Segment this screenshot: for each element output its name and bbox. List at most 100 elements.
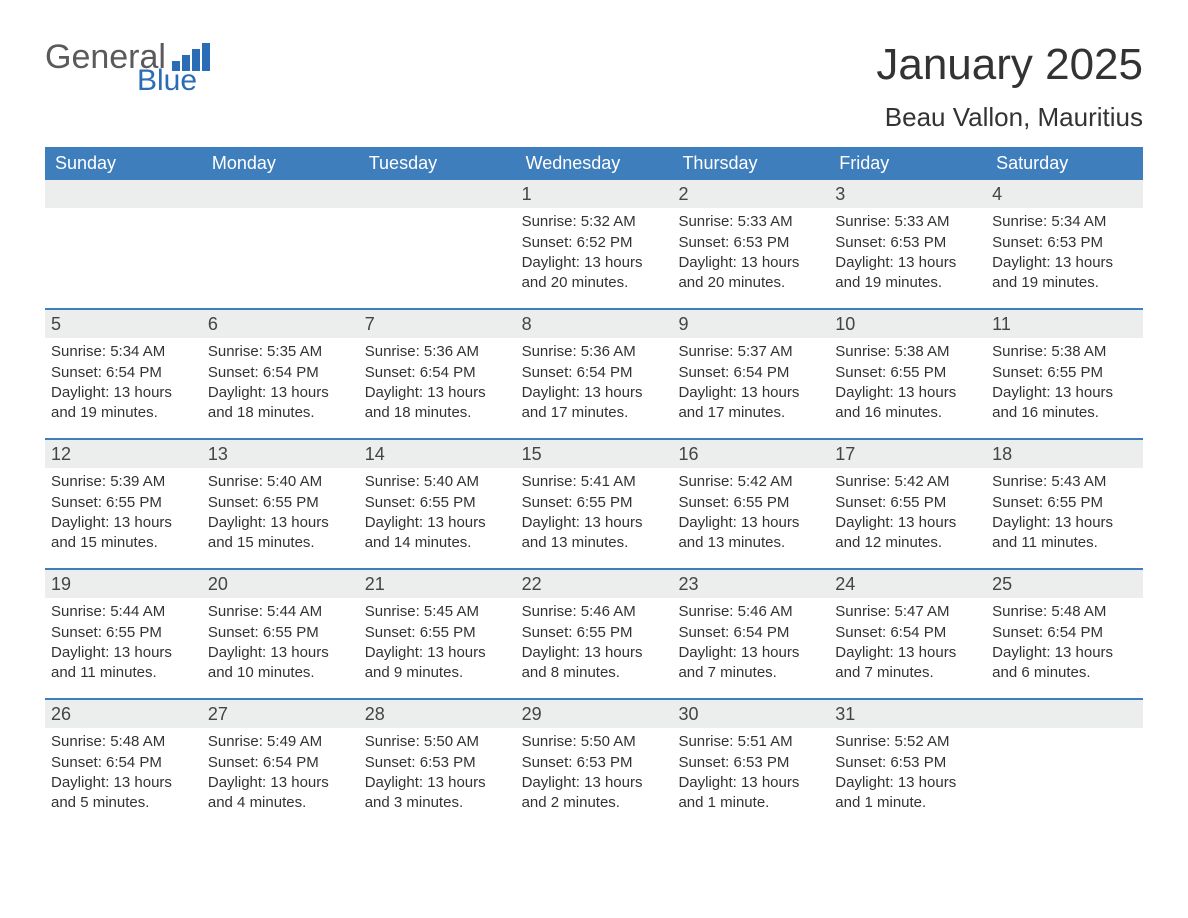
day-number: 26	[45, 700, 202, 728]
sunrise-text: Sunrise: 5:42 AM	[835, 472, 980, 492]
day-number	[45, 180, 202, 208]
daylight-text: Daylight: 13 hours and 8 minutes.	[522, 643, 667, 684]
cell-body: Sunrise: 5:44 AMSunset: 6:55 PMDaylight:…	[45, 598, 202, 693]
sunrise-text: Sunrise: 5:36 AM	[522, 342, 667, 362]
sunset-text: Sunset: 6:55 PM	[51, 623, 196, 643]
cell-body: Sunrise: 5:46 AMSunset: 6:54 PMDaylight:…	[672, 598, 829, 693]
sunset-text: Sunset: 6:53 PM	[522, 753, 667, 773]
day-header: Thursday	[672, 147, 829, 180]
calendar-cell: 4Sunrise: 5:34 AMSunset: 6:53 PMDaylight…	[986, 180, 1143, 308]
day-number	[359, 180, 516, 208]
calendar-cell: 14Sunrise: 5:40 AMSunset: 6:55 PMDayligh…	[359, 440, 516, 568]
calendar-cell: 24Sunrise: 5:47 AMSunset: 6:54 PMDayligh…	[829, 570, 986, 698]
cell-body: Sunrise: 5:33 AMSunset: 6:53 PMDaylight:…	[829, 208, 986, 303]
sunset-text: Sunset: 6:54 PM	[522, 363, 667, 383]
sunrise-text: Sunrise: 5:40 AM	[208, 472, 353, 492]
sunrise-text: Sunrise: 5:38 AM	[992, 342, 1137, 362]
daylight-text: Daylight: 13 hours and 19 minutes.	[992, 253, 1137, 294]
day-number: 3	[829, 180, 986, 208]
weeks-container: 1Sunrise: 5:32 AMSunset: 6:52 PMDaylight…	[45, 180, 1143, 828]
cell-body: Sunrise: 5:34 AMSunset: 6:54 PMDaylight:…	[45, 338, 202, 433]
cell-body: Sunrise: 5:32 AMSunset: 6:52 PMDaylight:…	[516, 208, 673, 303]
calendar-cell: 19Sunrise: 5:44 AMSunset: 6:55 PMDayligh…	[45, 570, 202, 698]
day-number: 11	[986, 310, 1143, 338]
cell-body: Sunrise: 5:35 AMSunset: 6:54 PMDaylight:…	[202, 338, 359, 433]
cell-body: Sunrise: 5:48 AMSunset: 6:54 PMDaylight:…	[986, 598, 1143, 693]
cell-body: Sunrise: 5:50 AMSunset: 6:53 PMDaylight:…	[516, 728, 673, 823]
daylight-text: Daylight: 13 hours and 7 minutes.	[835, 643, 980, 684]
calendar-cell: 8Sunrise: 5:36 AMSunset: 6:54 PMDaylight…	[516, 310, 673, 438]
header: General Blue January 2025	[45, 40, 1143, 96]
day-number	[986, 700, 1143, 728]
daylight-text: Daylight: 13 hours and 20 minutes.	[522, 253, 667, 294]
daylight-text: Daylight: 13 hours and 1 minute.	[835, 773, 980, 814]
cell-body: Sunrise: 5:40 AMSunset: 6:55 PMDaylight:…	[202, 468, 359, 563]
calendar-cell: 12Sunrise: 5:39 AMSunset: 6:55 PMDayligh…	[45, 440, 202, 568]
daylight-text: Daylight: 13 hours and 5 minutes.	[51, 773, 196, 814]
daylight-text: Daylight: 13 hours and 16 minutes.	[835, 383, 980, 424]
sunrise-text: Sunrise: 5:50 AM	[365, 732, 510, 752]
day-header: Saturday	[986, 147, 1143, 180]
calendar-cell: 27Sunrise: 5:49 AMSunset: 6:54 PMDayligh…	[202, 700, 359, 828]
sunset-text: Sunset: 6:55 PM	[835, 363, 980, 383]
day-number: 20	[202, 570, 359, 598]
daylight-text: Daylight: 13 hours and 9 minutes.	[365, 643, 510, 684]
sunrise-text: Sunrise: 5:44 AM	[208, 602, 353, 622]
day-number: 10	[829, 310, 986, 338]
day-number: 2	[672, 180, 829, 208]
sunset-text: Sunset: 6:54 PM	[365, 363, 510, 383]
sunrise-text: Sunrise: 5:37 AM	[678, 342, 823, 362]
sunrise-text: Sunrise: 5:35 AM	[208, 342, 353, 362]
day-header-row: Sunday Monday Tuesday Wednesday Thursday…	[45, 147, 1143, 180]
sunset-text: Sunset: 6:52 PM	[522, 233, 667, 253]
sunset-text: Sunset: 6:54 PM	[992, 623, 1137, 643]
sunrise-text: Sunrise: 5:51 AM	[678, 732, 823, 752]
day-number: 30	[672, 700, 829, 728]
location-subtitle: Beau Vallon, Mauritius	[45, 102, 1143, 133]
calendar-cell: 11Sunrise: 5:38 AMSunset: 6:55 PMDayligh…	[986, 310, 1143, 438]
day-number: 16	[672, 440, 829, 468]
sunset-text: Sunset: 6:54 PM	[678, 363, 823, 383]
cell-body: Sunrise: 5:40 AMSunset: 6:55 PMDaylight:…	[359, 468, 516, 563]
day-header: Tuesday	[359, 147, 516, 180]
cell-body: Sunrise: 5:41 AMSunset: 6:55 PMDaylight:…	[516, 468, 673, 563]
daylight-text: Daylight: 13 hours and 18 minutes.	[208, 383, 353, 424]
daylight-text: Daylight: 13 hours and 6 minutes.	[992, 643, 1137, 684]
sunset-text: Sunset: 6:55 PM	[992, 493, 1137, 513]
sunset-text: Sunset: 6:54 PM	[208, 753, 353, 773]
sunset-text: Sunset: 6:55 PM	[835, 493, 980, 513]
calendar-cell: 20 Sunrise: 5:44 AMSunset: 6:55 PMDayligh…	[202, 570, 359, 698]
sunrise-text: Sunrise: 5:40 AM	[365, 472, 510, 492]
sunset-text: Sunset: 6:54 PM	[51, 753, 196, 773]
daylight-text: Daylight: 13 hours and 10 minutes.	[208, 643, 353, 684]
day-number: 27	[202, 700, 359, 728]
cell-body: Sunrise: 5:46 AMSunset: 6:55 PMDaylight:…	[516, 598, 673, 693]
calendar-week: 5Sunrise: 5:34 AMSunset: 6:54 PMDaylight…	[45, 308, 1143, 438]
day-number: 5	[45, 310, 202, 338]
day-number: 21	[359, 570, 516, 598]
day-number: 17	[829, 440, 986, 468]
day-number: 14	[359, 440, 516, 468]
calendar-cell: 17Sunrise: 5:42 AMSunset: 6:55 PMDayligh…	[829, 440, 986, 568]
calendar-cell: 23Sunrise: 5:46 AMSunset: 6:54 PMDayligh…	[672, 570, 829, 698]
calendar-cell: 6Sunrise: 5:35 AMSunset: 6:54 PMDaylight…	[202, 310, 359, 438]
sunrise-text: Sunrise: 5:52 AM	[835, 732, 980, 752]
calendar-cell: 3Sunrise: 5:33 AMSunset: 6:53 PMDaylight…	[829, 180, 986, 308]
cell-body: Sunrise: 5:48 AMSunset: 6:54 PMDaylight:…	[45, 728, 202, 823]
calendar-cell: 25Sunrise: 5:48 AMSunset: 6:54 PMDayligh…	[986, 570, 1143, 698]
sunrise-text: Sunrise: 5:49 AM	[208, 732, 353, 752]
calendar-cell	[45, 180, 202, 308]
daylight-text: Daylight: 13 hours and 11 minutes.	[51, 643, 196, 684]
calendar-cell: 16Sunrise: 5:42 AMSunset: 6:55 PMDayligh…	[672, 440, 829, 568]
cell-body: Sunrise: 5:33 AMSunset: 6:53 PMDaylight:…	[672, 208, 829, 303]
sunset-text: Sunset: 6:54 PM	[678, 623, 823, 643]
sunset-text: Sunset: 6:55 PM	[208, 623, 353, 643]
calendar-cell	[202, 180, 359, 308]
daylight-text: Daylight: 13 hours and 14 minutes.	[365, 513, 510, 554]
day-header: Sunday	[45, 147, 202, 180]
sunrise-text: Sunrise: 5:32 AM	[522, 212, 667, 232]
sunset-text: Sunset: 6:54 PM	[51, 363, 196, 383]
calendar-cell: 18Sunrise: 5:43 AMSunset: 6:55 PMDayligh…	[986, 440, 1143, 568]
calendar-cell: 22Sunrise: 5:46 AMSunset: 6:55 PMDayligh…	[516, 570, 673, 698]
calendar-cell: 29Sunrise: 5:50 AMSunset: 6:53 PMDayligh…	[516, 700, 673, 828]
